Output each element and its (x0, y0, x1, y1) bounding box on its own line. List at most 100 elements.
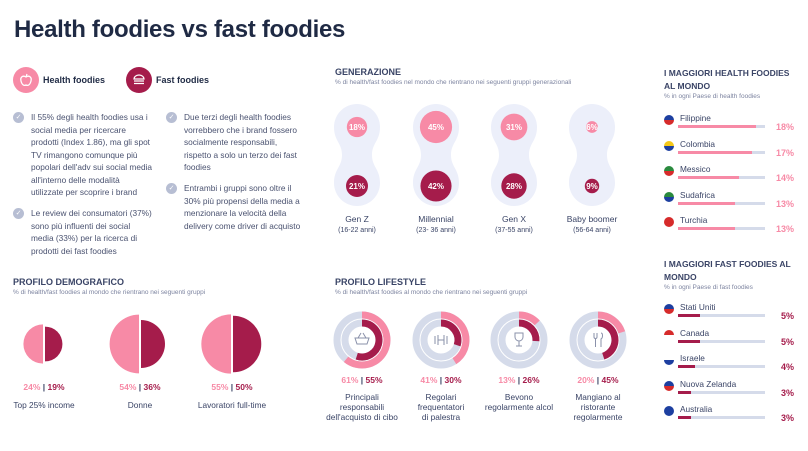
bullet-text: Entrambi i gruppi sono oltre il 30% più … (184, 183, 301, 231)
generation-capsule (569, 104, 615, 206)
bullet-point: ✓ Le review dei consumatori (37%) sono pi… (13, 207, 153, 257)
demographic-label: Top 25% income (13, 400, 75, 410)
legend-health: Health foodies (43, 75, 106, 85)
lifestyle-label: Mangiano al ristorante regolarmente (574, 392, 623, 422)
flag-icon (664, 166, 674, 176)
health-half-circle (109, 314, 139, 374)
bubble-label: 42% (428, 182, 444, 191)
country-name: Israele (680, 353, 705, 363)
generation-bubble (346, 175, 368, 197)
generation-bubble (501, 173, 527, 199)
lifestyle-chart: 61% | 55% Principali responsabili dell'acqu… (326, 311, 627, 422)
country-value: 13% (775, 224, 794, 234)
generation-capsule (334, 104, 380, 206)
dumbbell-icon (434, 335, 448, 345)
country-name: Messico (680, 164, 711, 174)
check-icon: ✓ (13, 112, 24, 123)
bar-fill (678, 416, 692, 419)
country-value: 4% (780, 362, 794, 372)
bar-track (678, 150, 765, 154)
bar-track (678, 227, 765, 230)
generation-bubble (584, 178, 600, 194)
demographic-values: 24% | 19% (23, 382, 65, 392)
generation-bubble (419, 110, 453, 144)
generation-name: Gen Z (345, 214, 369, 224)
top-fast-subtitle: % in ogni Paese di fast foodies (664, 284, 753, 291)
country-value: 13% (775, 198, 794, 209)
health-arc (518, 311, 540, 326)
check-icon: ✓ (166, 183, 177, 194)
bar-fill (678, 339, 700, 343)
flag-icon (664, 140, 674, 151)
generation-name: Millennial (418, 214, 454, 224)
lifestyle-values: 41% | 30% (420, 375, 462, 385)
bubble-label: 31% (506, 123, 522, 132)
demographic-label: Donne (128, 400, 153, 410)
bullet-point: ✓ Entrambi i gruppi sono oltre il 30% più… (166, 182, 306, 232)
country-value: 17% (775, 147, 794, 158)
bar-track (678, 314, 765, 317)
flag-icon (664, 380, 674, 391)
health-arc (343, 311, 391, 369)
country-value: 3% (780, 387, 794, 398)
bar-fill (678, 314, 700, 317)
generation-bubble (500, 113, 528, 141)
country-name: Colombia (680, 138, 716, 149)
bar-track (678, 339, 765, 343)
lifestyle-title: PROFILO LIFESTYLE (335, 277, 427, 287)
bubble-label: 9% (586, 182, 598, 191)
demographic-values: 54% | 36% (119, 382, 161, 392)
generation-name: Baby boomer (567, 214, 618, 224)
bullet-point: ✓ Due terzi degli health foodies vorrebbe… (166, 111, 306, 174)
health-arc (440, 311, 470, 365)
flag-icon (664, 217, 674, 227)
demographic-label: Lavoratori full-time (198, 400, 267, 410)
page-title: Health foodies vs fast foodies (14, 16, 346, 43)
lifestyle-subtitle: % di health/fast foodies al mondo che ri… (335, 289, 528, 296)
fast-half-circle (45, 326, 63, 362)
fast-half-circle (141, 320, 165, 368)
demographic-subtitle: % di health/fast foodies al mondo che ri… (13, 289, 206, 296)
health-half-circle (201, 314, 231, 374)
flag-icon (664, 191, 674, 202)
top-health-title: I MAGGIORI HEALTH FOODIES AL MONDO (664, 68, 790, 91)
wine-glass-icon (514, 332, 524, 347)
generation-title: GENERAZIONE (335, 67, 402, 77)
bubble-label: 21% (349, 182, 365, 191)
bar-track (678, 365, 765, 368)
bubble-label: 18% (349, 123, 365, 132)
country-name: Canada (680, 327, 710, 338)
fast-half-circle (233, 315, 262, 373)
country-row: Turchia 13% (664, 215, 794, 237)
legend-fast: Fast foodies (156, 75, 210, 85)
generation-range: (16-22 anni) (338, 227, 376, 234)
bullet-text: Due terzi degli health foodies vorrebber… (184, 112, 297, 172)
demographic-chart: 24% | 19% Top 25% income 54% | 36% Donne 55%… (13, 314, 267, 410)
bar-fill (678, 201, 735, 205)
bar-fill (678, 125, 757, 128)
country-name: Turchia (680, 215, 708, 225)
bar-fill (678, 150, 752, 154)
bullet-text: Il 55% degli health foodies usa i social… (31, 112, 153, 197)
lifestyle-label: Regolari frequentatori di palestra (418, 392, 465, 422)
bar-fill (678, 390, 692, 394)
bar-track (678, 125, 765, 128)
country-name: Nuova Zelanda (680, 378, 737, 389)
bar-fill (678, 365, 696, 368)
health-half-circle (23, 324, 43, 364)
bar-track (678, 416, 765, 419)
demographic-values: 55% | 50% (211, 382, 253, 392)
country-row: Colombia 17% (664, 139, 794, 161)
generation-subtitle: % di health/fast foodies nel mondo che r… (335, 79, 572, 86)
bullet-point: ✓ Il 55% degli health foodies usa i socia… (13, 111, 153, 199)
bar-fill (678, 227, 735, 230)
country-row: Nuova Zelanda 3% (664, 379, 794, 401)
check-icon: ✓ (13, 208, 24, 219)
fast-arc (440, 319, 462, 347)
generation-range: (23- 36 anni) (416, 227, 456, 234)
demographic-title: PROFILO DEMOGRAFICO (13, 277, 124, 287)
country-row: Messico 14% (664, 164, 794, 186)
bubble-label: 6% (586, 123, 598, 132)
lifestyle-values: 20% | 45% (577, 375, 619, 385)
country-value: 18% (775, 122, 794, 132)
